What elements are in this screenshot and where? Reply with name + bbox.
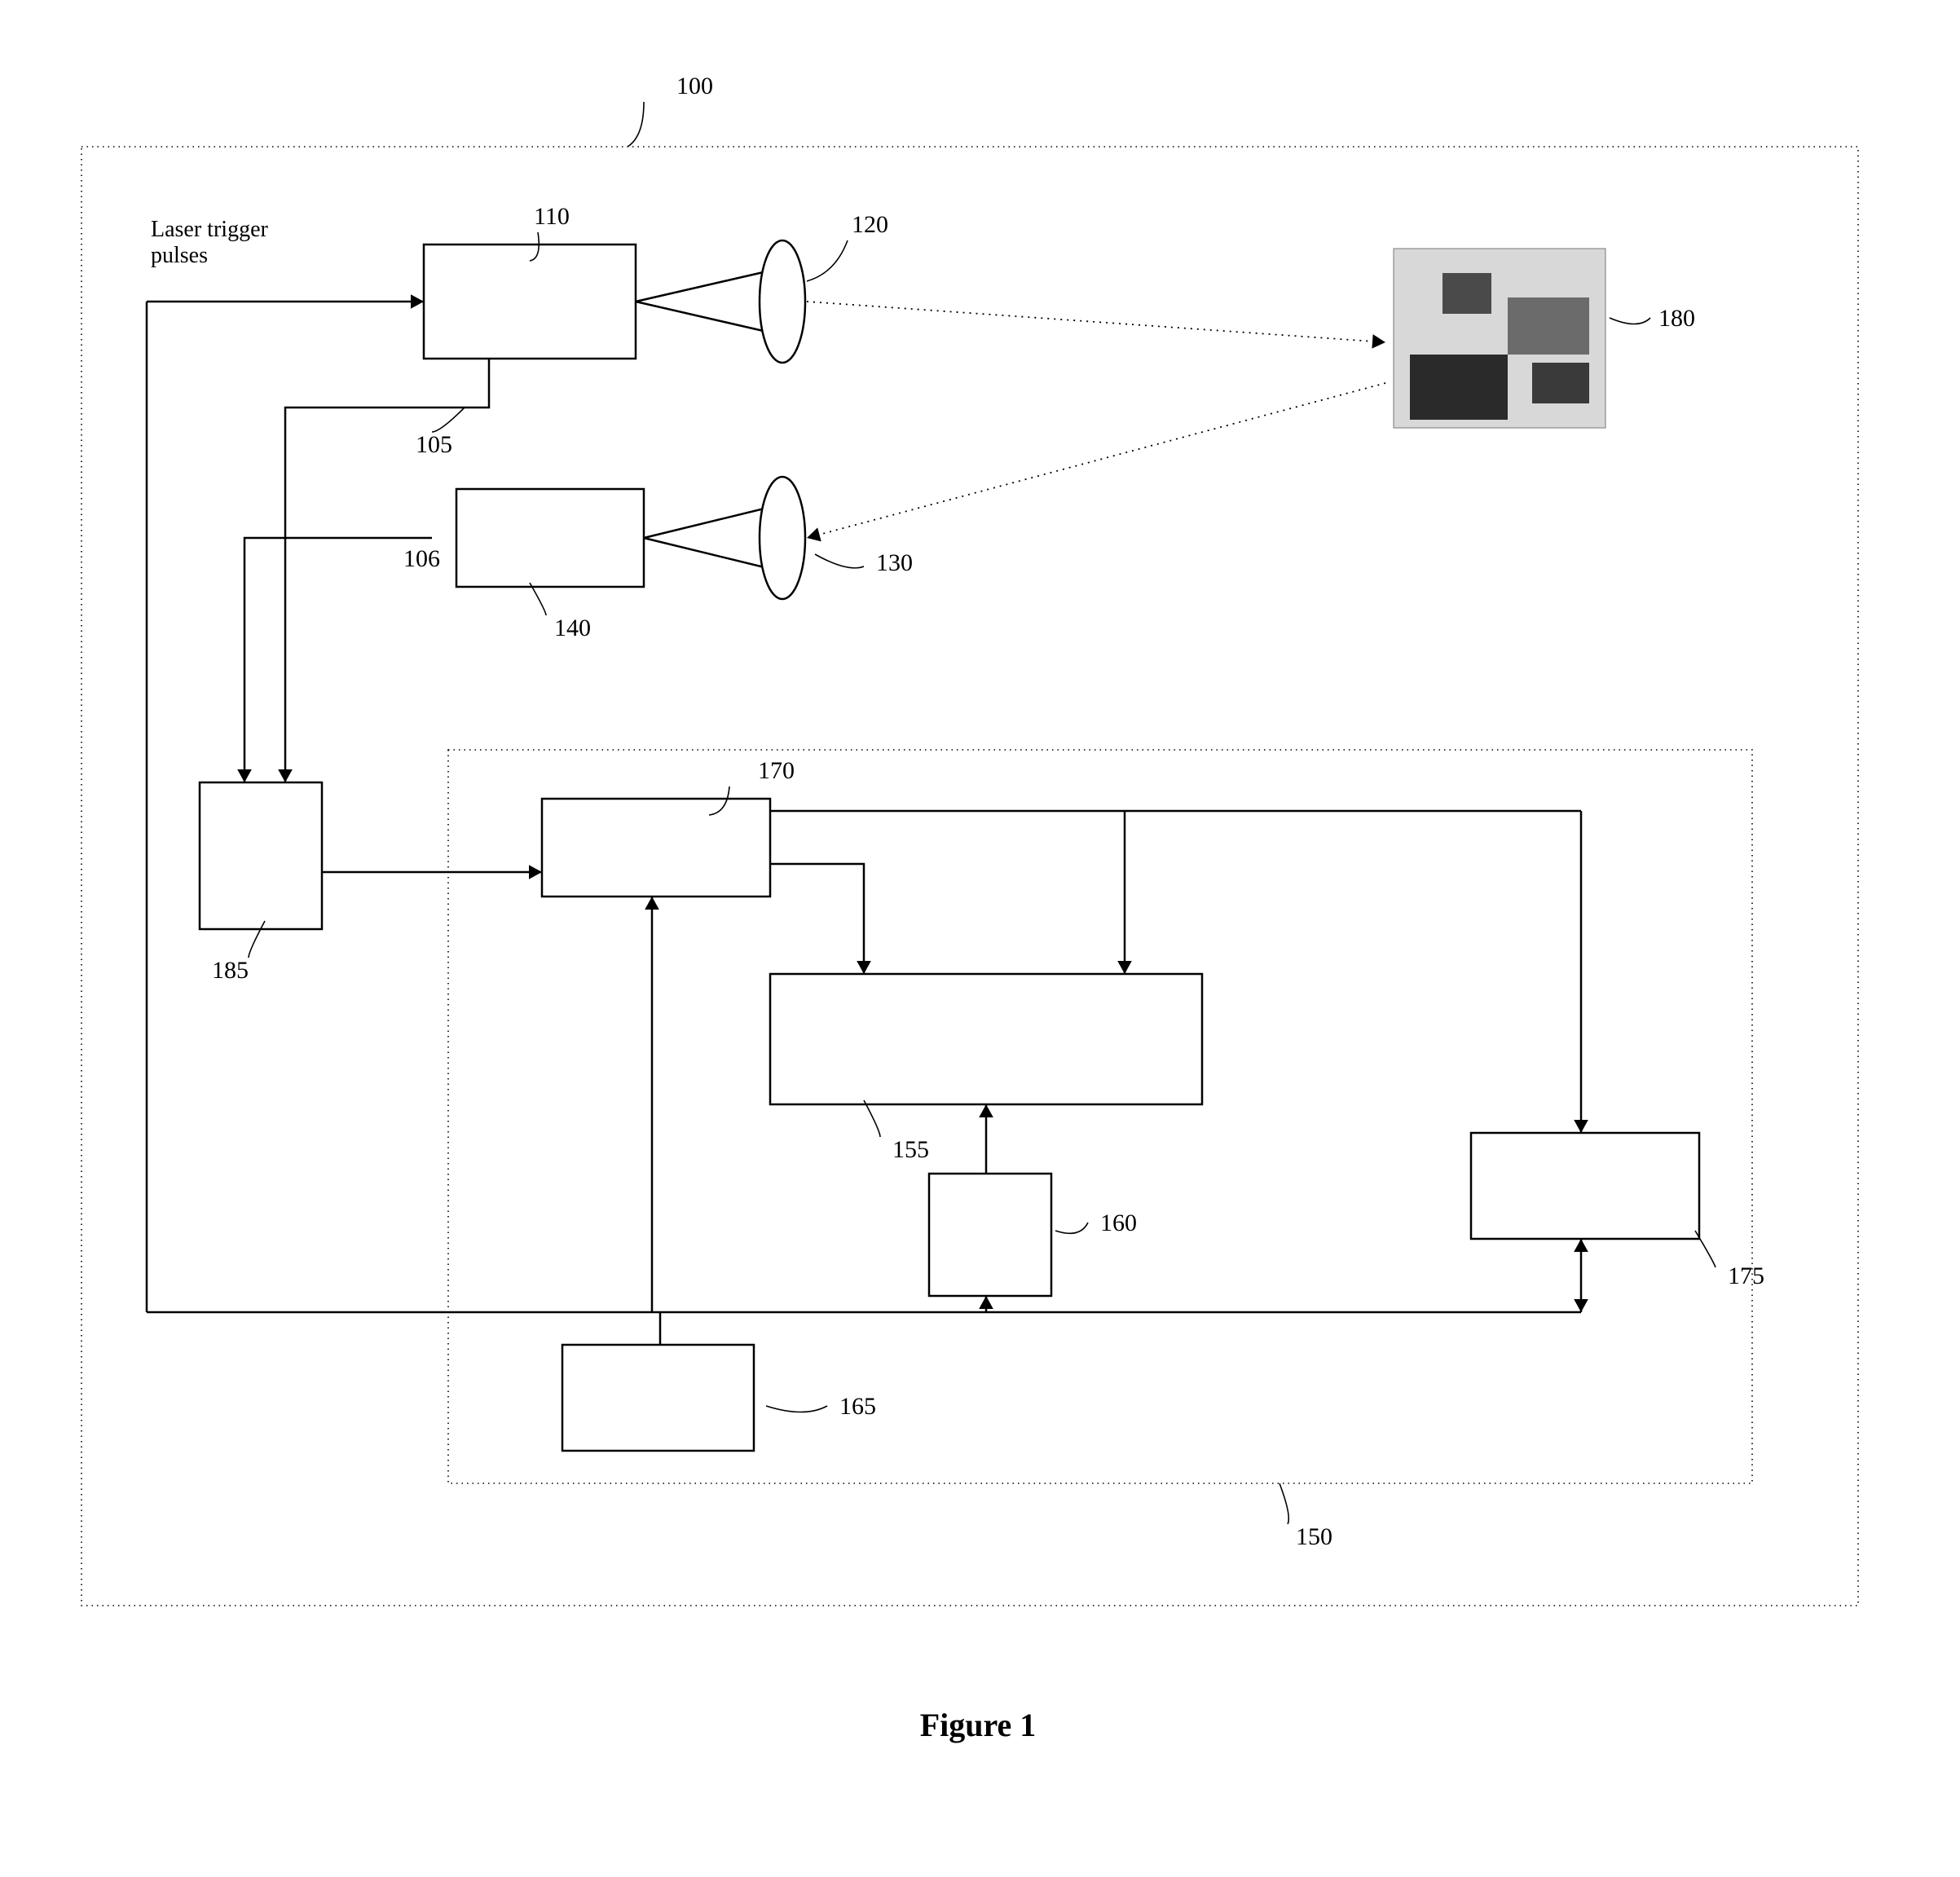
ref-165: 165 xyxy=(839,1393,876,1420)
lens120 xyxy=(636,240,805,363)
ref-150: 150 xyxy=(1296,1523,1332,1550)
ref-160: 160 xyxy=(1100,1209,1137,1236)
target-scene xyxy=(1394,249,1605,428)
ref-180: 180 xyxy=(1658,305,1695,332)
ref-hook-165 xyxy=(766,1406,827,1412)
box170 xyxy=(542,799,770,897)
box175 xyxy=(1471,1133,1699,1239)
connectors xyxy=(147,294,1588,1345)
ref-110: 110 xyxy=(534,203,570,230)
ref-140: 140 xyxy=(554,615,591,641)
ref-130: 130 xyxy=(876,549,913,576)
target-image xyxy=(1394,249,1605,428)
ref-hook-105 xyxy=(432,408,465,432)
ref-hook-130 xyxy=(815,554,864,568)
figure-1-diagram: 100 110 120 105 106 140 130 180 170 185 155 160 165 1… xyxy=(0,0,1960,1877)
figure-caption: Figure 1 xyxy=(920,1707,1037,1743)
ref-hook-155 xyxy=(864,1100,880,1137)
ref-hook-175 xyxy=(1695,1231,1716,1267)
ref-hook-180 xyxy=(1610,318,1650,324)
ref-106: 106 xyxy=(403,545,440,572)
box185 xyxy=(200,782,322,929)
ref-185: 185 xyxy=(212,957,249,984)
ref-hook-120 xyxy=(807,240,848,281)
optics xyxy=(636,240,805,599)
box155 xyxy=(770,974,1202,1104)
ref-hook-100 xyxy=(628,102,644,147)
box160 xyxy=(929,1174,1051,1296)
ref-hook-160 xyxy=(1055,1223,1088,1233)
ref-120: 120 xyxy=(852,211,888,238)
lens130 xyxy=(644,477,805,599)
box110 xyxy=(424,245,636,359)
ref-175: 175 xyxy=(1728,1262,1764,1289)
laser-trigger-label: Laser triggerpulses xyxy=(151,217,268,268)
ref-170: 170 xyxy=(758,757,795,784)
ref-hook-150 xyxy=(1280,1483,1288,1524)
box165 xyxy=(562,1345,754,1451)
ref-155: 155 xyxy=(892,1136,929,1163)
ref-105: 105 xyxy=(416,431,452,458)
box140 xyxy=(456,489,644,587)
ref-100: 100 xyxy=(676,73,713,99)
